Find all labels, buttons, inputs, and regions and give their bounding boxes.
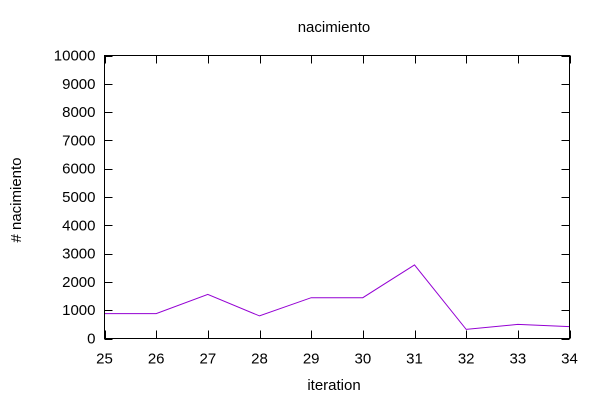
data-point <box>207 293 209 295</box>
data-point <box>414 264 416 266</box>
x-tick-label: 31 <box>406 351 423 368</box>
y-tick-label: 5000 <box>62 189 95 206</box>
y-tick-label: 2000 <box>62 274 95 291</box>
x-tick-label: 26 <box>148 351 165 368</box>
x-tick-label: 29 <box>303 351 320 368</box>
y-tick-label: 3000 <box>62 246 95 263</box>
data-point <box>259 315 261 317</box>
y-tick-label: 8000 <box>62 104 95 121</box>
series-layer <box>104 264 570 330</box>
data-point <box>310 297 312 299</box>
y-tick-label: 4000 <box>62 217 95 234</box>
tick-labels: 25 26 27 28 29 30 31 32 33 34 0 1000 2000 3000 4000 500… <box>54 48 578 368</box>
y-tick-label: 7000 <box>62 132 95 149</box>
x-tick-label: 27 <box>199 351 216 368</box>
y-axis-label: # nacimiento <box>8 157 25 242</box>
x-tick-label: 30 <box>354 351 371 368</box>
y-tick-label: 10000 <box>54 48 96 65</box>
y-tick-label: 9000 <box>62 76 95 93</box>
x-tick-label: 28 <box>251 351 268 368</box>
axis-ticks <box>104 55 571 340</box>
data-point <box>362 297 364 299</box>
data-point <box>517 323 519 325</box>
series-line <box>104 264 570 330</box>
data-point <box>155 313 157 315</box>
x-tick-label: 25 <box>96 351 113 368</box>
y-tick-label: 1000 <box>62 302 95 319</box>
x-axis-label: iteration <box>307 377 360 394</box>
plot-frame <box>104 55 570 339</box>
y-tick-label: 6000 <box>62 161 95 178</box>
x-tick-label: 34 <box>561 351 578 368</box>
data-point <box>465 328 467 330</box>
x-tick-label: 32 <box>458 351 475 368</box>
x-tick-label: 33 <box>509 351 526 368</box>
chart-title: nacimiento <box>298 19 371 36</box>
y-tick-label: 0 <box>87 331 95 348</box>
